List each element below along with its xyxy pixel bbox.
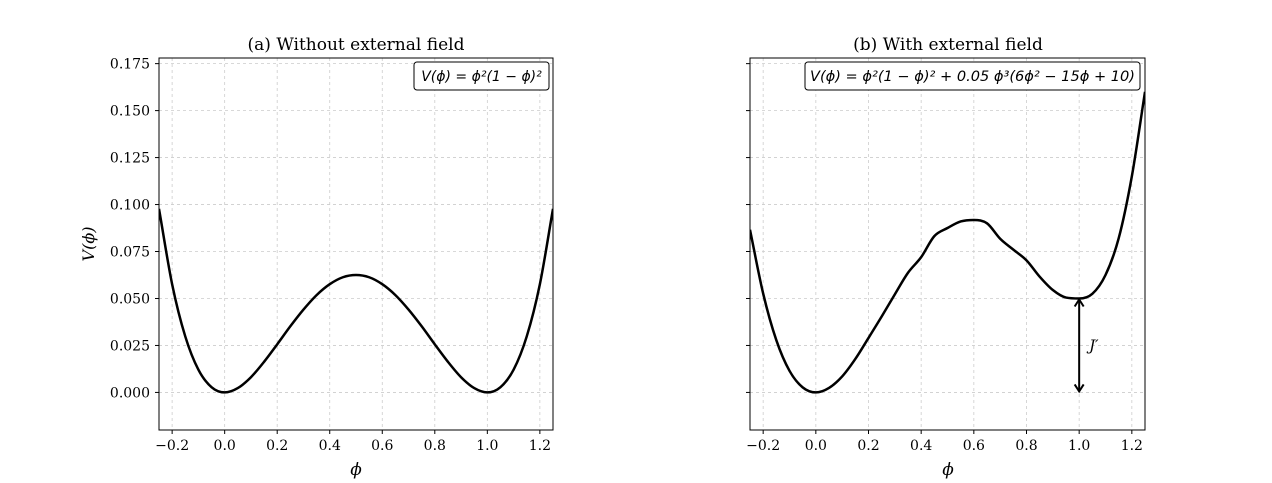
- title-b: (b) With external field: [853, 35, 1043, 55]
- x-axis-label-b: ϕ: [942, 460, 954, 480]
- legend-label-a: V(ϕ) = ϕ²(1 − ϕ)²: [421, 69, 542, 85]
- axes-frame-a: [158, 57, 554, 431]
- energy-gap-annotation: J′: [1073, 297, 1099, 394]
- x-tick-label: 0.4: [319, 438, 341, 454]
- y-tick-label: 0.000: [110, 385, 150, 401]
- arrowhead-top: [1073, 297, 1085, 308]
- x-tick-label: 0.2: [857, 438, 879, 454]
- y-tick-label: 0.125: [110, 151, 150, 167]
- curve-b: [750, 91, 1145, 394]
- x-ticks-a: −0.2 0.0 0.2 0.4 0.6 0.8 1.0 1.2: [155, 430, 551, 454]
- x-tick-label: 0.6: [371, 438, 393, 454]
- legend-box-a: [413, 61, 550, 91]
- y-tick-label: 0.050: [110, 291, 150, 307]
- legend-a: V(ϕ) = ϕ²(1 − ϕ)²: [413, 61, 550, 91]
- x-tick-label: 0.2: [266, 438, 288, 454]
- y-ticks-b: [746, 63, 750, 393]
- y-tick-label: 0.025: [110, 338, 150, 354]
- y-axis-label-a: V(ϕ): [79, 227, 98, 262]
- grid-b: [750, 58, 1145, 430]
- curve-a: [159, 208, 553, 394]
- panel-a: −0.2 0.0 0.2 0.4 0.6 0.8 1.0 1.2 0.000 0.025 0.05…: [79, 35, 554, 480]
- title-a: (a) Without external field: [248, 35, 465, 55]
- energy-gap-label: J′: [1086, 336, 1099, 354]
- x-tick-label: 0.6: [963, 438, 985, 454]
- x-tick-label: −0.2: [746, 438, 780, 454]
- y-ticks-a: 0.000 0.025 0.050 0.075 0.100 0.125 0.150 0.175: [110, 57, 159, 401]
- axes-frame-b: [749, 57, 1146, 431]
- x-tick-label: 1.0: [476, 438, 498, 454]
- x-tick-label: 0.8: [424, 438, 446, 454]
- y-tick-label: 0.100: [110, 198, 150, 214]
- legend-b: V(ϕ) = ϕ²(1 − ϕ)² + 0.05 ϕ³(6ϕ² − 15ϕ + …: [804, 61, 1141, 91]
- x-tick-label: 1.2: [529, 438, 551, 454]
- legend-label-b: V(ϕ) = ϕ²(1 − ϕ)² + 0.05 ϕ³(6ϕ² − 15ϕ + …: [810, 69, 1135, 85]
- x-axis-label-a: ϕ: [350, 460, 362, 480]
- x-tick-label: 0.8: [1015, 438, 1037, 454]
- y-tick-label: 0.075: [110, 245, 150, 261]
- y-tick-label: 0.150: [110, 104, 150, 120]
- arrowhead-bottom: [1073, 383, 1085, 394]
- x-ticks-b: −0.2 0.0 0.2 0.4 0.6 0.8 1.0 1.2: [746, 430, 1143, 454]
- x-tick-label: 1.0: [1068, 438, 1090, 454]
- x-tick-label: 1.2: [1121, 438, 1143, 454]
- x-tick-label: 0.4: [910, 438, 932, 454]
- grid-a: [159, 58, 553, 430]
- y-tick-label: 0.175: [110, 57, 150, 73]
- x-tick-label: −0.2: [155, 438, 189, 454]
- x-tick-label: 0.0: [805, 438, 827, 454]
- legend-box-b: [804, 61, 1141, 91]
- x-tick-label: 0.0: [214, 438, 236, 454]
- panel-b: −0.2 0.0 0.2 0.4 0.6 0.8 1.0 1.2 (b) With exter…: [746, 35, 1146, 480]
